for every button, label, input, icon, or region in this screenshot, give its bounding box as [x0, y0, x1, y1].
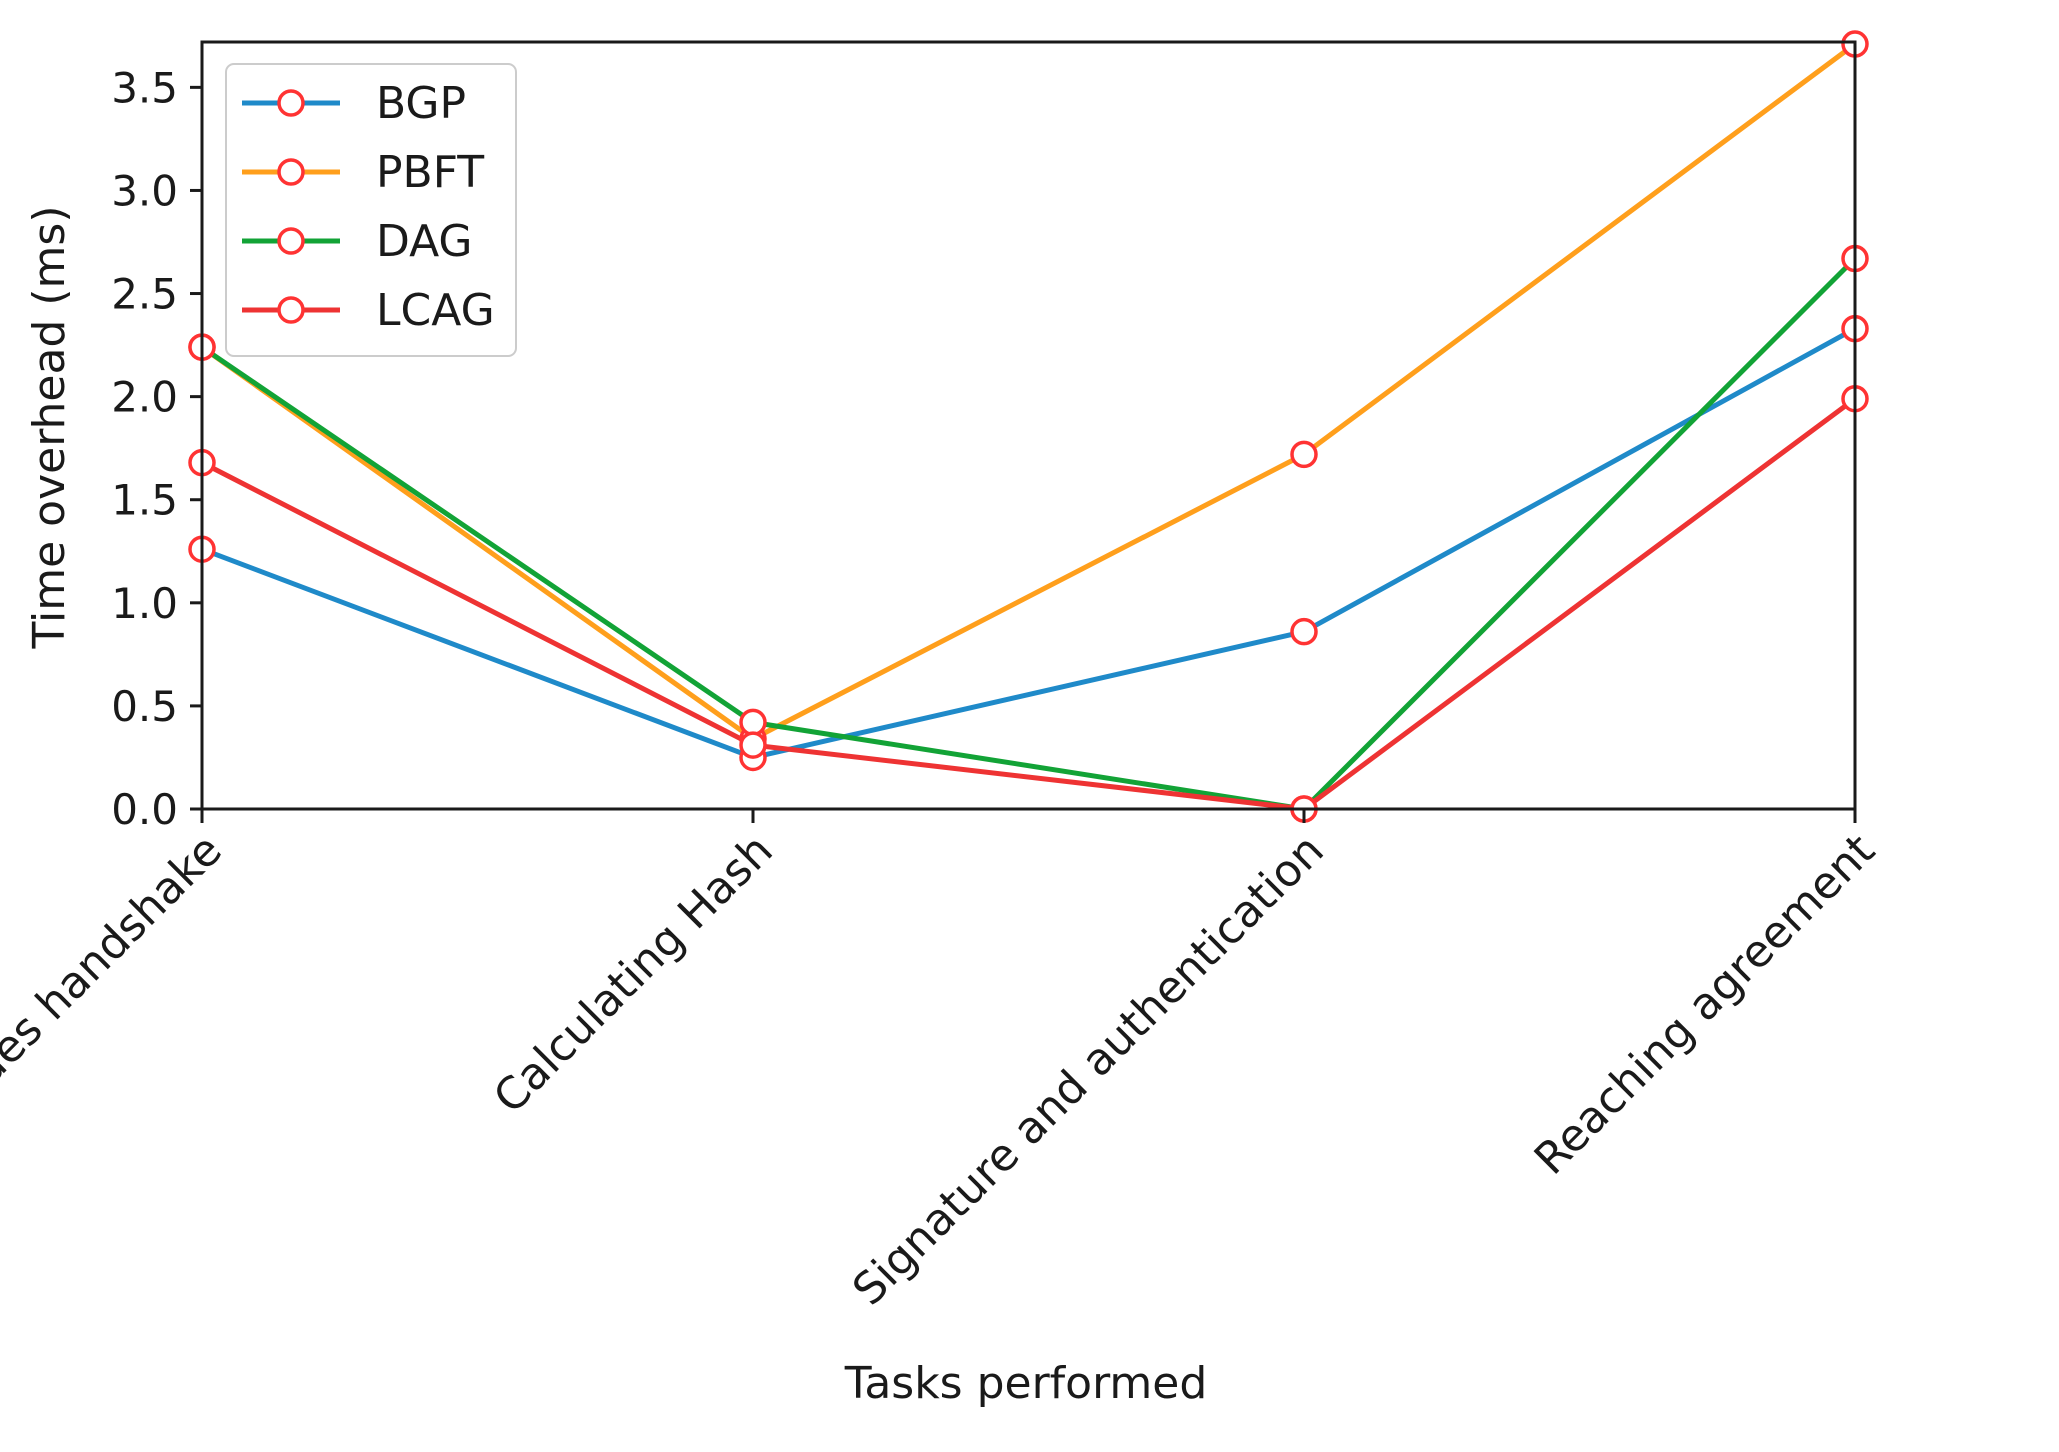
y-tick-label: 3.0 — [111, 166, 178, 215]
series-line-dag — [200, 256, 1857, 812]
legend-label-dag: DAG — [376, 216, 473, 267]
legend-marker-bgp — [277, 89, 305, 117]
x-tick-label: Signature and authentication — [843, 825, 1334, 1316]
data-point-bgp-2 — [1290, 617, 1318, 646]
series-line-lcag — [200, 396, 1857, 812]
legend-label-pbft: PBFT — [376, 147, 484, 198]
series-markers — [188, 30, 1869, 823]
y-axis-title: Time overhead (ms) — [24, 206, 75, 650]
plot-frame — [200, 40, 1857, 811]
legend-marker-lcag — [277, 296, 305, 324]
x-axis-title: Tasks performed — [844, 1358, 1208, 1409]
y-tick-label: 2.0 — [111, 373, 178, 422]
x-tick-label: Reaching agreement — [1525, 825, 1885, 1185]
data-point-lcag-1 — [739, 731, 767, 759]
y-tick-label: 1.0 — [111, 579, 178, 628]
legend-label-bgp: BGP — [376, 78, 466, 129]
series-line-pbft — [200, 42, 1857, 742]
legend-box — [225, 63, 517, 357]
x-tick-label: Nodes handshake — [0, 825, 232, 1138]
legend-marker-dag — [277, 227, 305, 255]
legend-label-lcag: LCAG — [376, 285, 495, 336]
y-tick-label: 0.5 — [111, 682, 178, 731]
y-tick-label: 3.5 — [111, 63, 178, 112]
legend: BGP PBFT DAG LCAG — [225, 63, 517, 357]
legend-marker-pbft — [277, 158, 305, 186]
x-tick-label: Calculating Hash — [484, 825, 783, 1124]
y-tick-label: 1.5 — [111, 476, 178, 525]
data-point-dag-1 — [739, 708, 767, 737]
y-tick-label: 0.0 — [111, 785, 178, 834]
series-lines — [200, 42, 1857, 812]
y-tick-label: 2.5 — [111, 270, 178, 319]
data-point-pbft-2 — [1290, 440, 1318, 469]
series-line-bgp — [201, 326, 1857, 760]
